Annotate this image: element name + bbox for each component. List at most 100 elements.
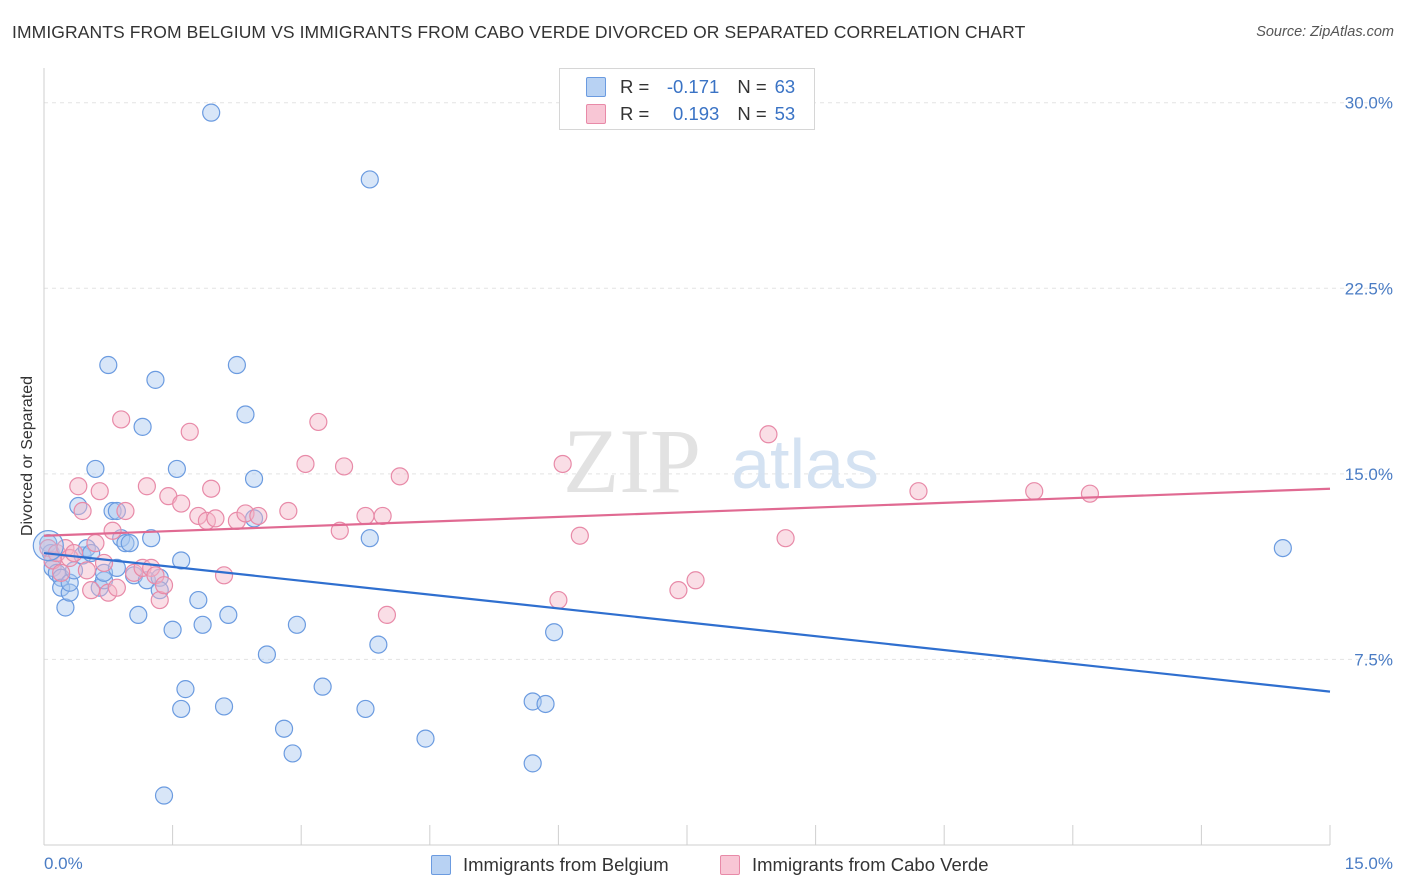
point-belgium — [416, 729, 435, 748]
point-cabo-verde — [107, 578, 126, 597]
point-cabo-verde — [669, 581, 688, 600]
point-cabo-verde — [214, 566, 234, 585]
point-belgium — [227, 355, 246, 375]
point-cabo-verde — [94, 553, 114, 573]
point-belgium — [172, 699, 191, 719]
point-belgium — [142, 529, 161, 548]
point-belgium — [56, 598, 75, 617]
point-cabo-verde — [909, 482, 928, 501]
point-belgium — [360, 529, 379, 548]
legend-r-label: R = — [620, 76, 650, 97]
point-cabo-verde — [124, 563, 144, 582]
y-tick-label: 30.0% — [1345, 94, 1393, 113]
point-belgium — [103, 501, 122, 521]
point-belgium — [120, 534, 139, 553]
point-cabo-verde — [180, 422, 199, 441]
point-cabo-verde — [77, 561, 96, 580]
point-cabo-verde — [154, 576, 174, 595]
legend-row-belgium: R = -0.171 N = 63 — [586, 75, 795, 99]
point-belgium — [536, 694, 555, 714]
point-belgium — [129, 605, 148, 625]
point-cabo-verde — [549, 590, 568, 610]
point-cabo-verde — [103, 521, 122, 540]
point-belgium — [219, 605, 238, 625]
series-legend-cabo-verde: Immigrants from Cabo Verde — [720, 852, 988, 878]
point-cabo-verde — [330, 521, 349, 540]
point-cabo-verde — [82, 581, 101, 600]
point-cabo-verde — [137, 477, 156, 496]
point-belgium — [202, 103, 221, 122]
point-cabo-verde — [116, 501, 135, 521]
legend-r-label: R = — [620, 103, 650, 124]
point-cabo-verde — [52, 563, 71, 582]
point-belgium — [163, 620, 182, 639]
point-belgium — [545, 623, 564, 642]
point-belgium — [133, 417, 152, 436]
point-belgium — [214, 697, 234, 716]
point-belgium — [167, 459, 186, 479]
legend-swatch-belgium — [586, 77, 606, 97]
series-swatch-cabo-verde — [720, 855, 740, 875]
point-cabo-verde — [1080, 484, 1100, 503]
point-belgium — [189, 590, 208, 610]
point-cabo-verde — [86, 534, 105, 553]
point-cabo-verde — [279, 501, 298, 521]
legend-row-cabo-verde: R = 0.193 N = 53 — [586, 102, 795, 126]
point-cabo-verde — [570, 526, 589, 545]
point-cabo-verde — [553, 454, 572, 474]
series-swatch-belgium — [431, 855, 451, 875]
chart-title: IMMIGRANTS FROM BELGIUM VS IMMIGRANTS FR… — [12, 22, 1026, 42]
point-belgium — [146, 370, 165, 389]
y-tick-label: 22.5% — [1345, 279, 1393, 298]
point-belgium — [369, 635, 388, 654]
legend-n-value: 63 — [774, 76, 796, 97]
point-cabo-verde — [296, 454, 315, 474]
x-tick-label: 15.0% — [1345, 854, 1393, 873]
point-cabo-verde — [686, 571, 705, 590]
point-cabo-verde — [64, 543, 84, 563]
y-tick-label: 15.0% — [1345, 465, 1393, 484]
point-belgium — [193, 615, 212, 634]
x-tick-label: 0.0% — [44, 854, 83, 873]
point-cabo-verde — [377, 605, 397, 625]
point-belgium — [523, 754, 542, 773]
legend-r-value: 0.193 — [673, 103, 720, 124]
point-belgium — [313, 677, 332, 696]
point-cabo-verde — [373, 506, 392, 526]
legend-n-value: 53 — [774, 103, 796, 124]
point-cabo-verde — [309, 412, 328, 432]
point-belgium — [287, 615, 307, 634]
legend-n-label: N = — [737, 76, 767, 97]
y-axis-label: Divorced or Separated — [19, 376, 36, 536]
point-belgium — [116, 534, 135, 553]
data-points — [32, 103, 1292, 805]
point-belgium — [356, 699, 375, 719]
point-cabo-verde — [90, 482, 109, 501]
series-name-belgium: Immigrants from Belgium — [463, 854, 669, 875]
point-cabo-verde — [390, 467, 409, 486]
point-cabo-verde — [206, 509, 225, 528]
point-belgium — [176, 680, 195, 699]
point-cabo-verde — [69, 477, 88, 496]
point-cabo-verde — [776, 529, 795, 548]
point-cabo-verde — [1025, 482, 1044, 501]
point-cabo-verde — [249, 506, 268, 526]
point-cabo-verde — [759, 425, 778, 444]
series-legend-belgium: Immigrants from Belgium — [431, 852, 669, 878]
series-name-cabo-verde: Immigrants from Cabo Verde — [752, 854, 989, 875]
point-cabo-verde — [356, 506, 375, 526]
axes — [43, 68, 1331, 846]
point-belgium — [360, 170, 379, 189]
point-belgium — [99, 355, 118, 375]
correlation-legend: R = -0.171 N = 63 R = 0.193 N = 53 — [559, 68, 815, 130]
point-cluster-belgium — [32, 530, 64, 562]
tick-labels: 7.5% 15.0% 22.5% 30.0% 0.0% 15.0% — [44, 94, 1393, 873]
point-cabo-verde — [172, 494, 191, 513]
point-belgium — [283, 744, 302, 763]
trend-line-cabo-verde — [43, 487, 1331, 537]
source-credit: Source: ZipAtlas.com — [1256, 24, 1394, 40]
point-belgium — [274, 719, 294, 738]
legend-r-value: -0.171 — [666, 76, 720, 97]
trend-lines — [43, 487, 1331, 693]
